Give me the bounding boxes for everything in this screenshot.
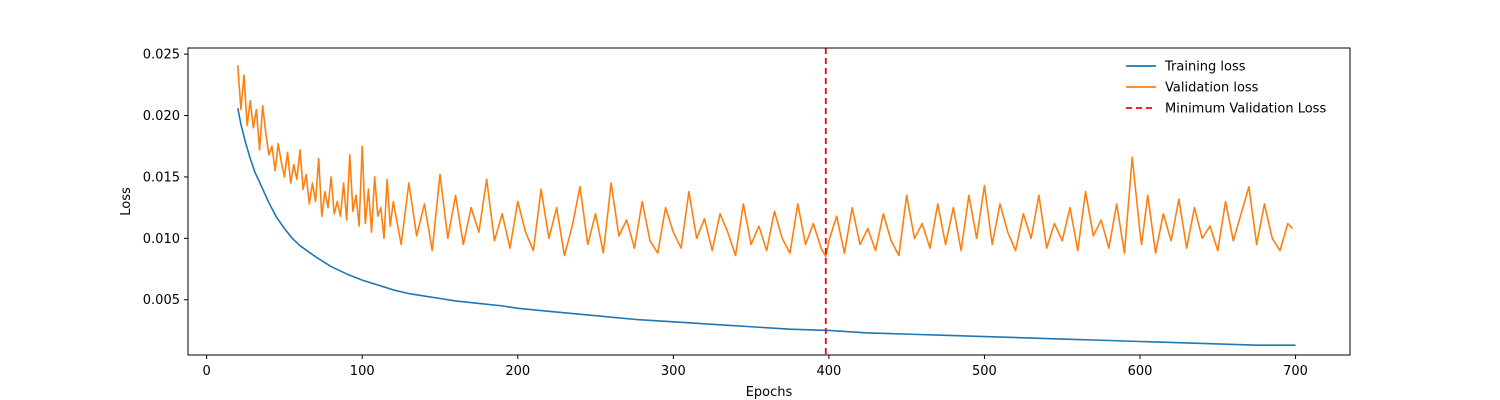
x-tick-label: 700	[1283, 364, 1308, 379]
legend-label: Training loss	[1164, 60, 1246, 75]
x-tick-label: 400	[816, 364, 841, 379]
y-tick-label: 0.025	[143, 48, 180, 63]
x-tick-label: 600	[1128, 364, 1153, 379]
x-tick-label: 100	[350, 364, 375, 379]
x-tick-label: 200	[505, 364, 530, 379]
legend-label: Minimum Validation Loss	[1165, 102, 1326, 117]
y-tick-label: 0.020	[143, 109, 180, 124]
series-line-validation-loss	[236, 65, 1294, 258]
x-tick-label: 500	[972, 364, 997, 379]
legend-item-validation-loss: Validation loss	[1126, 81, 1259, 96]
legend: Training loss Validation loss Minimum Vali…	[1126, 60, 1326, 117]
series-line-training-loss	[236, 108, 1296, 346]
y-tick-label: 0.005	[143, 293, 180, 308]
axes: 0 100 200 300 400 500 600 700 0.005 0.010 0.015 0.0…	[119, 47, 1351, 400]
plot-area	[236, 48, 1296, 355]
x-tick-label: 300	[661, 364, 686, 379]
plot-frame	[187, 47, 1351, 356]
y-tick-label: 0.010	[143, 232, 180, 247]
x-tick-label: 0	[203, 364, 211, 379]
x-axis-label: Epochs	[746, 385, 793, 400]
y-axis-label: Loss	[119, 187, 134, 216]
legend-label: Validation loss	[1165, 81, 1259, 96]
legend-item-min-validation-loss: Minimum Validation Loss	[1126, 102, 1326, 117]
y-tick-label: 0.015	[143, 170, 180, 185]
legend-item-training-loss: Training loss	[1126, 60, 1246, 75]
